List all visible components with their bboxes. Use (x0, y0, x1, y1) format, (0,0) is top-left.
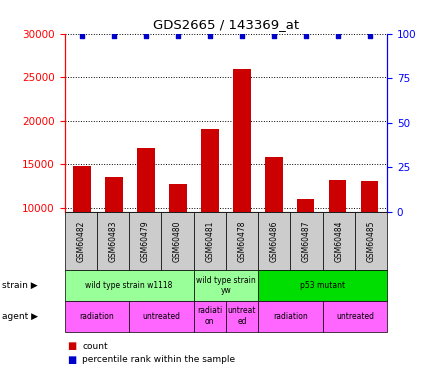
Bar (265, 157, 283, 294)
Text: GSM60485: GSM60485 (367, 220, 376, 262)
Bar (105, 177, 123, 294)
Bar (201, 129, 218, 294)
Bar (137, 148, 155, 294)
Bar (297, 199, 315, 294)
Text: untreated: untreated (142, 312, 180, 321)
Point (238, 33, 245, 39)
Text: strain ▶: strain ▶ (2, 281, 38, 290)
Text: wild type strain w1118: wild type strain w1118 (85, 281, 173, 290)
Point (110, 33, 117, 39)
Text: radiation: radiation (273, 312, 308, 321)
Text: GSM60487: GSM60487 (302, 220, 311, 262)
Point (142, 33, 150, 39)
Point (206, 33, 214, 39)
Text: GSM60486: GSM60486 (270, 220, 279, 262)
Bar (73, 166, 91, 294)
Bar (329, 180, 346, 294)
Text: p53 mutant: p53 mutant (300, 281, 345, 290)
Text: GSM60480: GSM60480 (173, 220, 182, 262)
Text: radiati
on: radiati on (197, 306, 222, 326)
Text: wild type strain
yw: wild type strain yw (196, 276, 256, 295)
Point (334, 33, 341, 39)
Text: GSM60482: GSM60482 (76, 220, 85, 262)
Text: ■: ■ (67, 355, 76, 364)
Text: untreat
ed: untreat ed (228, 306, 256, 326)
Point (366, 33, 373, 39)
Text: percentile rank within the sample: percentile rank within the sample (82, 355, 235, 364)
Text: count: count (82, 342, 108, 351)
Text: agent ▶: agent ▶ (2, 312, 38, 321)
Title: GDS2665 / 143369_at: GDS2665 / 143369_at (153, 18, 299, 31)
Text: GSM60481: GSM60481 (205, 220, 214, 262)
Text: GSM60483: GSM60483 (109, 220, 117, 262)
Bar (233, 69, 251, 294)
Text: GSM60484: GSM60484 (334, 220, 343, 262)
Point (270, 33, 277, 39)
Text: ■: ■ (67, 342, 76, 351)
Text: GSM60478: GSM60478 (238, 220, 247, 262)
Point (78, 33, 85, 39)
Bar (169, 184, 187, 294)
Bar (361, 182, 378, 294)
Text: GSM60479: GSM60479 (141, 220, 150, 262)
Text: radiation: radiation (79, 312, 114, 321)
Point (302, 33, 309, 39)
Point (174, 33, 182, 39)
Text: untreated: untreated (336, 312, 374, 321)
